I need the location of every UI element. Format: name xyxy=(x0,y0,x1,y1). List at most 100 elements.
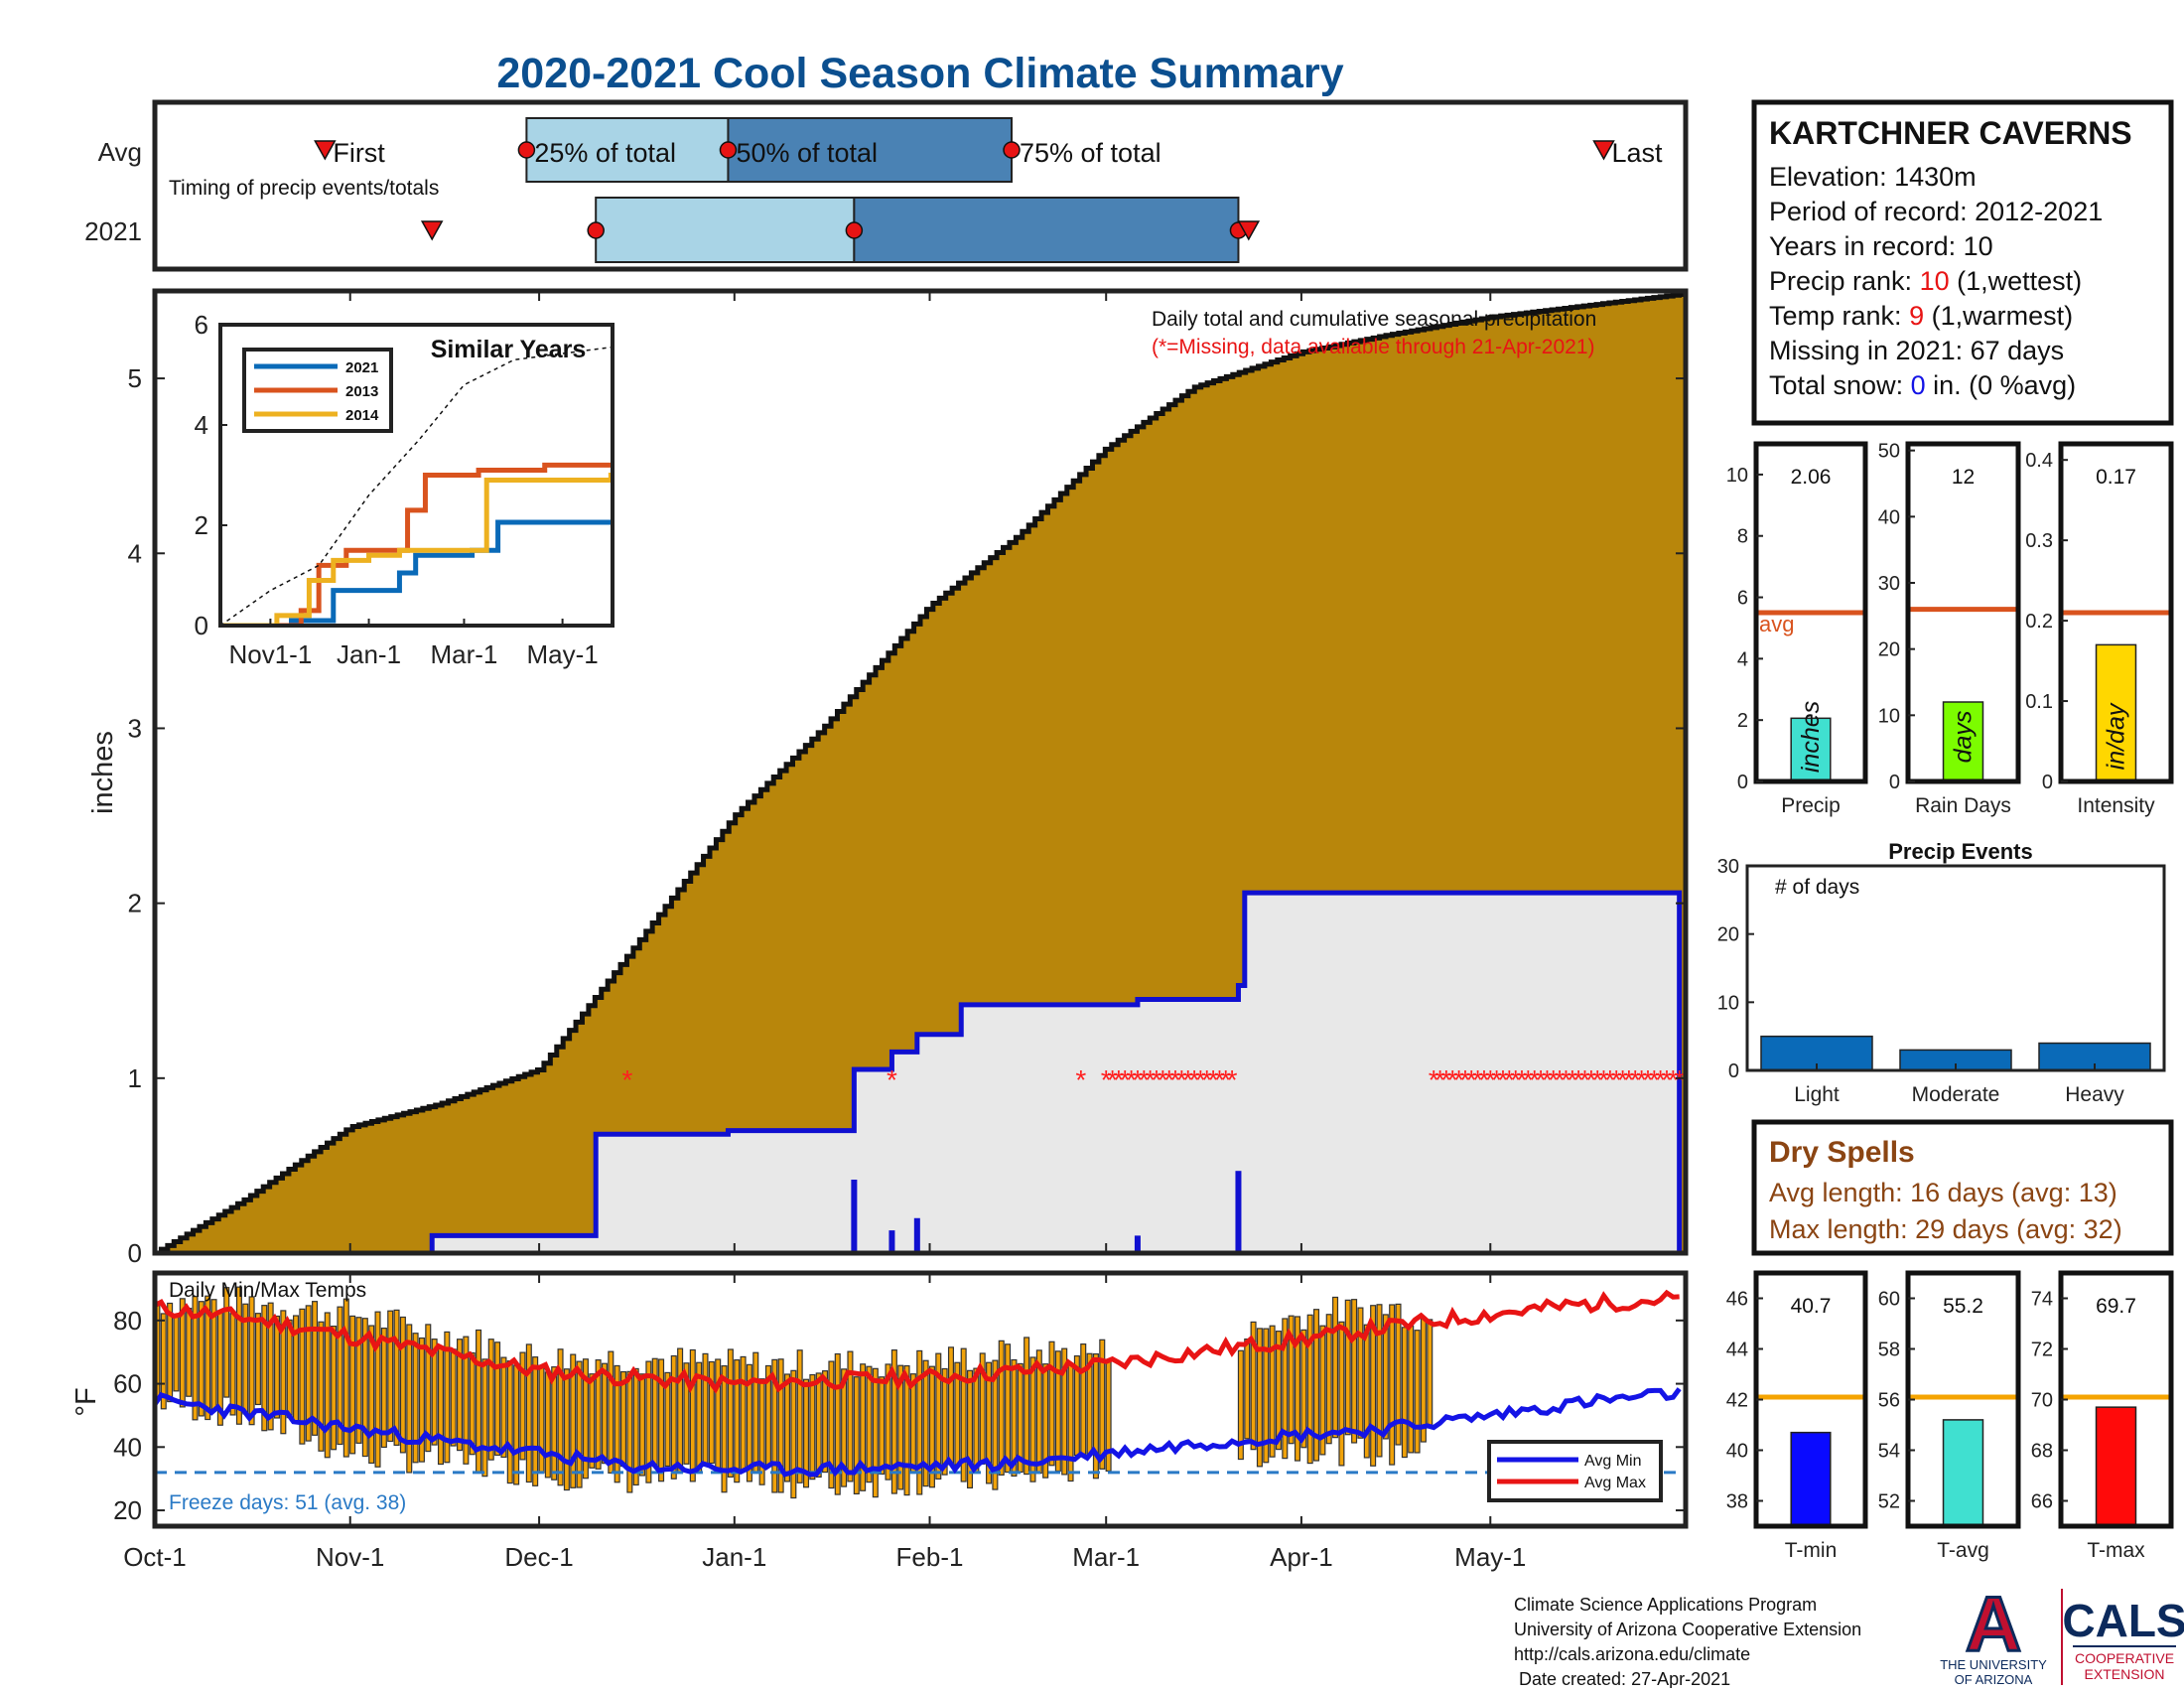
daily-temp-bar xyxy=(179,1298,186,1408)
daily-temp-bar xyxy=(632,1367,639,1486)
missing-marker: * xyxy=(1176,1064,1187,1095)
temp-legend: Avg Min Avg Max xyxy=(1487,1440,1663,1502)
daily-temp-bar xyxy=(941,1367,948,1476)
dry-title: Dry Spells xyxy=(1769,1136,1915,1169)
daily-temp-bar xyxy=(1319,1325,1326,1456)
figure-title: 2020-2021 Cool Season Climate Summary xyxy=(496,50,1343,97)
snow-suffix: in. (0 %avg) xyxy=(1926,370,2077,400)
daily-temp-bar xyxy=(1338,1321,1345,1467)
summary-tick-label: 0 xyxy=(1889,772,1900,793)
missing-marker: * xyxy=(1498,1064,1509,1095)
missing-marker: * xyxy=(1120,1064,1131,1095)
daily-temp-bar xyxy=(1029,1356,1036,1482)
precip-y-axis-label: inches xyxy=(87,731,119,814)
daily-temp-bar xyxy=(525,1343,532,1483)
missing-marker: * xyxy=(1472,1064,1483,1095)
precip-y-tick-label: 2 xyxy=(128,889,142,918)
daily-temp-bar xyxy=(664,1371,671,1468)
daily-temp-bar xyxy=(1263,1328,1270,1464)
daily-temp-bar xyxy=(418,1337,425,1463)
missing-markers: * * * ********************* ****************… xyxy=(621,1064,1685,1095)
daily-temp-bar xyxy=(1061,1347,1068,1476)
summary-tick-label: 54 xyxy=(1878,1441,1900,1463)
daily-temp-bar xyxy=(557,1348,564,1486)
daily-temp-bar xyxy=(582,1358,589,1480)
inset-x-tick-label: Mar-1 xyxy=(430,639,497,669)
month-tick-label: Nov-1 xyxy=(316,1542,384,1572)
precip-y-tick-label: 5 xyxy=(128,363,142,393)
avg-first-marker xyxy=(314,140,337,161)
daily-temp-bar xyxy=(1414,1330,1421,1454)
missing-marker: * xyxy=(1567,1064,1577,1095)
temperature-panel: 20 40 60 80 Oct-1 Nov-1 Dec-1 Jan-1 Feb-1 Mar-1 A… xyxy=(70,1270,1689,1572)
daily-temp-bar xyxy=(1282,1318,1289,1460)
footer-url[interactable]: http://cals.arizona.edu/climate xyxy=(1514,1644,1750,1664)
daily-precip-bar xyxy=(913,1217,920,1253)
temp-y-ticks: 20 40 60 80 xyxy=(113,1306,1686,1525)
missing-marker: * xyxy=(1536,1064,1547,1095)
missing-marker: * xyxy=(1662,1064,1673,1095)
daily-temp-bar xyxy=(841,1368,848,1487)
daily-temp-bar xyxy=(337,1306,343,1446)
inset-y-tick-label: 0 xyxy=(195,611,208,640)
dry-spells-box: Dry Spells Avg length: 16 days (avg: 13)… xyxy=(1751,1119,2174,1256)
daily-temp-bar xyxy=(1389,1304,1396,1466)
daily-temp-bar xyxy=(331,1326,338,1451)
missing-marker: * xyxy=(1459,1064,1470,1095)
summary-tick-label: 8 xyxy=(1737,526,1748,548)
summary-unit-label: in/day xyxy=(2103,702,2130,770)
avg-max-line xyxy=(155,1289,1680,1394)
temp-rank-value: 9 xyxy=(1909,301,1924,331)
summary-bar xyxy=(2095,1406,2137,1527)
avg-box-lower xyxy=(525,117,730,183)
daily-temp-bar xyxy=(1250,1321,1257,1451)
temp-y-tick-label: 60 xyxy=(113,1369,142,1399)
daily-temp-bar xyxy=(1099,1339,1106,1470)
inset-line-2021 xyxy=(220,519,612,626)
precip-rank-suffix: (1,wettest) xyxy=(1950,266,2083,296)
daily-temp-bar xyxy=(1275,1331,1282,1451)
avg-p75-label: 75% of total xyxy=(1020,138,1161,168)
daily-temp-bar xyxy=(847,1350,854,1482)
daily-temp-bar xyxy=(205,1295,211,1421)
missing-marker: * xyxy=(1611,1064,1622,1095)
daily-temp-bar xyxy=(853,1376,860,1495)
daily-temp-bar xyxy=(192,1296,199,1421)
timing-row-label-2021: 2021 xyxy=(84,216,142,246)
missing-marker: * xyxy=(1523,1064,1534,1095)
university-logo: A THE UNIVERSITY OF ARIZONA xyxy=(1940,1579,2047,1688)
dry-avg: Avg length: 16 days (avg: 13) xyxy=(1769,1178,2117,1207)
month-tick-label: May-1 xyxy=(1454,1542,1526,1572)
daily-temp-bar xyxy=(879,1376,886,1476)
missing-marker: * xyxy=(1132,1064,1143,1095)
summary-tick-label: 0.2 xyxy=(2025,611,2053,633)
daily-temp-bar xyxy=(683,1362,690,1465)
summary-tick-label: 4 xyxy=(1737,648,1748,670)
station-period: Period of record: 2012-2021 xyxy=(1769,197,2103,226)
daily-temp-bar xyxy=(885,1363,891,1481)
missing-marker: * xyxy=(1491,1064,1502,1095)
daily-temp-bar xyxy=(1313,1309,1320,1462)
inset-frame xyxy=(218,323,614,628)
daily-temp-bar xyxy=(790,1369,797,1499)
summary-tick-label: 50 xyxy=(1878,441,1900,463)
daily-temp-bar xyxy=(1080,1342,1087,1455)
missing-marker: * xyxy=(1182,1064,1193,1095)
daily-temp-bar xyxy=(393,1309,400,1446)
daily-temp-bar xyxy=(273,1315,281,1419)
month-tick-label: Dec-1 xyxy=(504,1542,573,1572)
events-title: Precip Events xyxy=(1888,839,2033,864)
station-years: Years in record: 10 xyxy=(1769,231,1993,261)
cals-line1: COOPERATIVE xyxy=(2075,1650,2174,1666)
temp-y-tick-label: 20 xyxy=(113,1495,142,1525)
daily-temp-bar xyxy=(721,1364,728,1493)
daily-temp-bar xyxy=(576,1360,583,1488)
daily-temp-bar xyxy=(444,1331,451,1464)
y2021-first-marker xyxy=(420,220,444,241)
station-elevation: Elevation: 1430m xyxy=(1769,162,1977,192)
daily-temp-bar xyxy=(992,1359,999,1490)
summary-tick-label: 0 xyxy=(1737,772,1748,793)
dry-frame xyxy=(1751,1119,2174,1256)
daily-temp-bar xyxy=(928,1365,935,1488)
inset-ticks: 0 2 4 6 Nov1-1 Jan-1 Mar-1 May-1 xyxy=(195,310,599,669)
